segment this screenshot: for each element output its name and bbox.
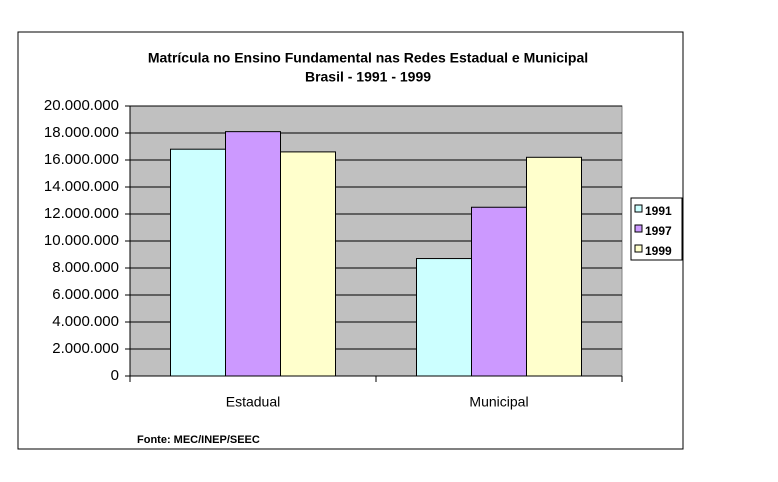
bar xyxy=(280,151,336,377)
legend-swatch xyxy=(634,244,643,253)
y-tick-label: 20.000.000 xyxy=(44,97,119,114)
legend-label: 1991 xyxy=(645,204,672,218)
y-tick-label: 14.000.000 xyxy=(44,178,119,195)
y-tick-label: 8.000.000 xyxy=(52,259,119,276)
bar xyxy=(526,156,582,377)
bar xyxy=(170,148,226,377)
bar xyxy=(416,258,472,377)
x-tick-label: Estadual xyxy=(226,394,280,410)
y-tick-label: 0 xyxy=(111,367,119,384)
legend-label: 1997 xyxy=(645,224,672,238)
bar xyxy=(225,131,281,377)
source-note: Fonte: MEC/INEP/SEEC xyxy=(137,434,260,446)
y-tick-label: 6.000.000 xyxy=(52,286,119,303)
legend-swatch xyxy=(634,224,643,233)
chart-title: Matrícula no Ensino Fundamental nas Rede… xyxy=(148,50,588,66)
y-tick-label: 10.000.000 xyxy=(44,232,119,249)
y-tick-label: 4.000.000 xyxy=(52,313,119,330)
y-tick-label: 18.000.000 xyxy=(44,124,119,141)
y-tick-label: 16.000.000 xyxy=(44,151,119,168)
chart-subtitle: Brasil - 1991 - 1999 xyxy=(305,69,431,85)
legend-swatch xyxy=(634,204,643,213)
y-tick-label: 12.000.000 xyxy=(44,205,119,222)
y-tick-label: 2.000.000 xyxy=(52,340,119,357)
bar xyxy=(471,206,527,377)
x-tick-label: Municipal xyxy=(469,394,528,410)
legend-label: 1999 xyxy=(645,244,672,258)
